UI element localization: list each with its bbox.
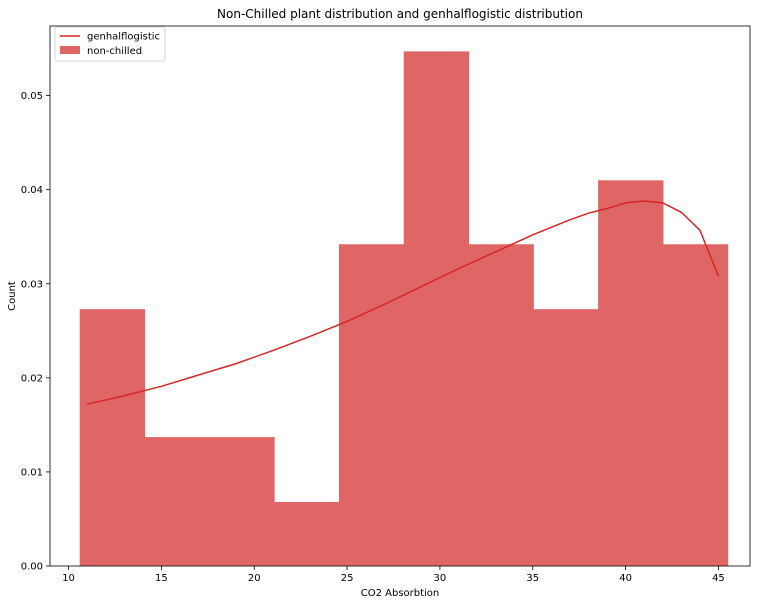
y-tick-label: 0.00 [21,562,43,573]
histogram-bar [468,244,534,566]
legend-label-bars: non-chilled [87,46,142,57]
legend-bar-swatch [60,46,80,54]
legend-label-line: genhalflogistic [87,32,160,43]
x-tick-label: 45 [712,573,725,584]
x-tick-label: 35 [526,573,539,584]
x-axis-label: CO2 Absorbtion [361,588,440,599]
plot-frame [49,25,751,567]
legend-box [54,26,166,62]
x-tick-label: 25 [341,573,354,584]
y-axis-label: Count [7,281,18,311]
x-tick-label: 10 [62,573,75,584]
y-tick-label: 0.02 [21,373,43,384]
genhalflogistic-line [86,200,720,405]
x-tick-label: 15 [155,573,168,584]
histogram-bar [662,244,729,566]
histogram-bar [144,437,210,566]
x-tick-label: 30 [434,573,447,584]
histogram-bar [533,309,599,566]
y-tick-label: 0.01 [21,467,43,478]
y-tick-label: 0.03 [21,279,43,290]
histogram-bar [209,437,275,566]
y-tick-label: 0.04 [21,185,43,196]
histogram-bar [338,244,405,566]
x-tick-label: 40 [619,573,632,584]
histogram-bar [403,51,470,566]
x-tick-label: 20 [248,573,261,584]
y-tick-label: 0.05 [21,91,43,102]
histogram-bar [598,180,664,567]
chart-title: Non-Chilled plant distribution and genha… [217,7,583,21]
histogram-bar [79,309,146,566]
histogram-bar [274,502,340,566]
